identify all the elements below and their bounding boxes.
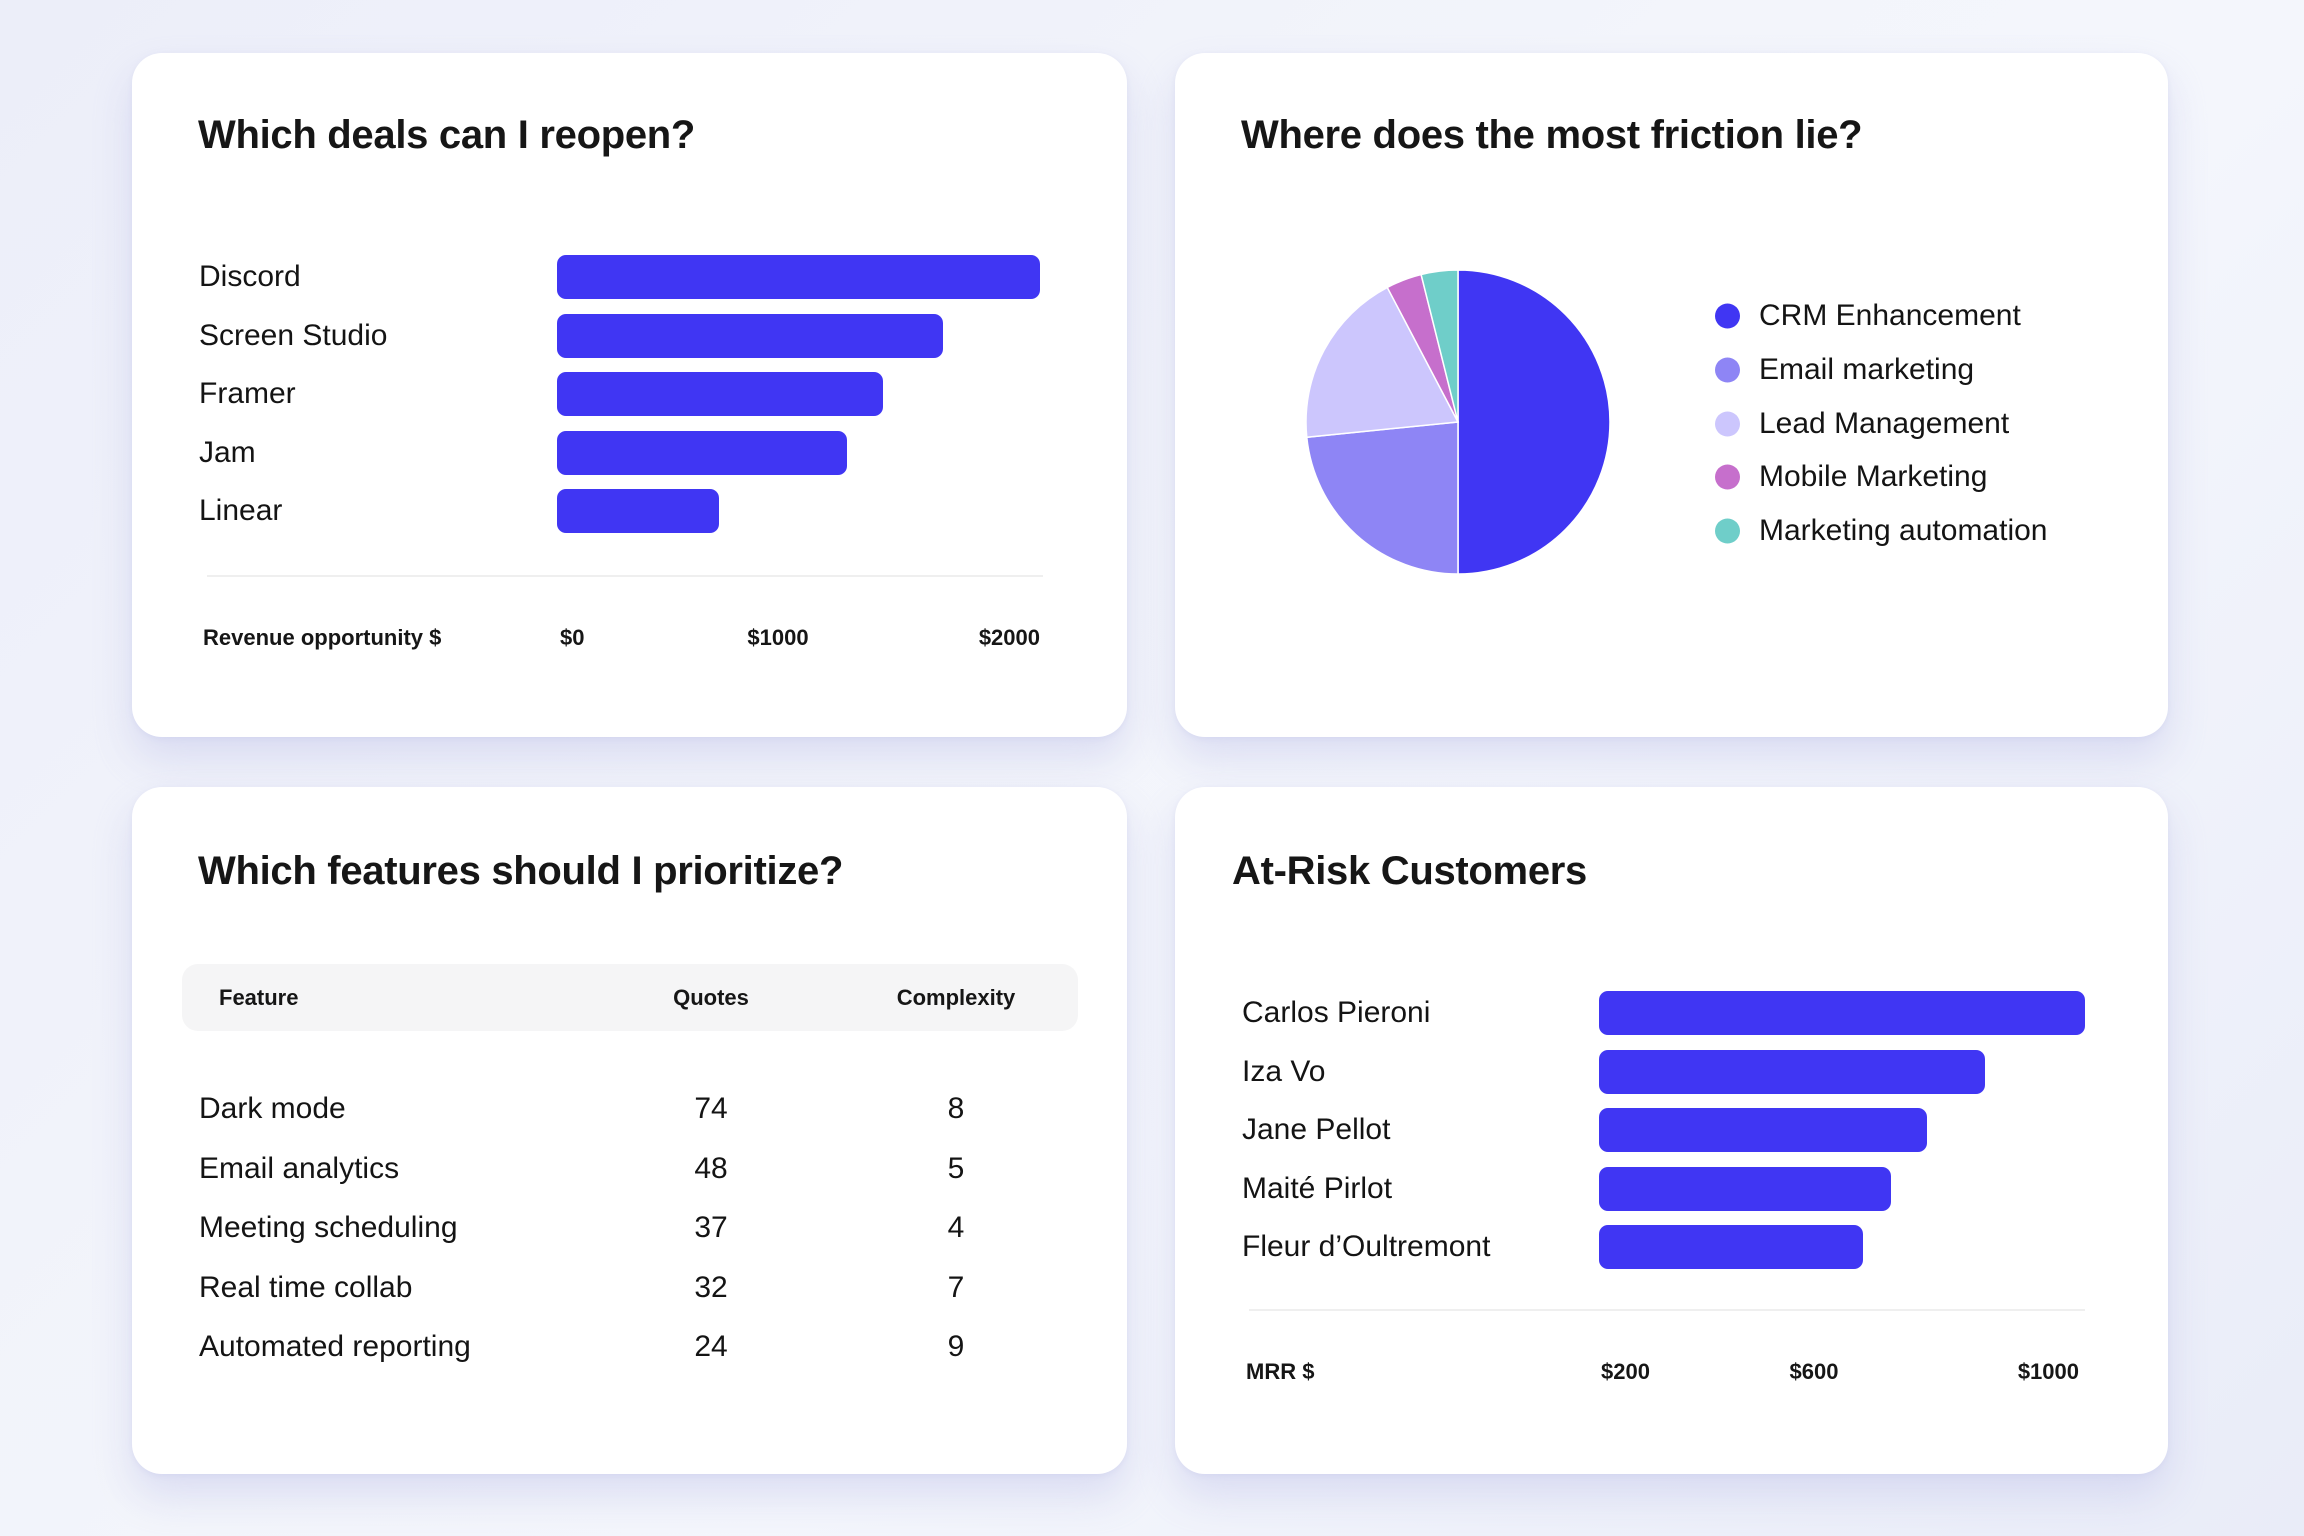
quotes-cell: 37 [694,1211,728,1244]
feature-name-cell: Automated reporting [199,1330,471,1363]
friction-card: Where does the most friction lie? CRM En… [1175,53,2168,737]
deals-axis-title: Revenue opportunity $ [203,625,442,650]
deals-card-title: Which deals can I reopen? [198,113,696,157]
feature-name-cell: Real time collab [199,1270,413,1304]
bar[interactable] [1599,1166,1891,1211]
risk-axis-tick: $600 [1789,1359,1839,1384]
legend-label: Email marketing [1759,353,1975,386]
risk-axis-tick: $1000 [2017,1359,2079,1384]
friction-card-title: Where does the most friction lie? [1241,113,1863,157]
legend-label: Lead Management [1759,407,2010,440]
bar-row: Framer [132,372,1127,417]
features-card: Which features should I prioritize? Feat… [132,787,1127,1474]
features-table-header: Feature Quotes Complexity [182,964,1078,1031]
table-row[interactable]: Automated reporting 24 9 [132,1325,1127,1369]
pie-slice[interactable] [1305,286,1460,439]
legend-dot-icon [1715,518,1740,544]
table-row[interactable]: Email analytics 48 5 [132,1147,1127,1191]
pie-slice[interactable] [1420,269,1459,423]
risk-axis-divider [1249,1309,2085,1311]
complexity-cell: 7 [947,1270,965,1304]
complexity-cell: 9 [947,1330,965,1363]
bar-label: Fleur d’Oultremont [1242,1230,1491,1263]
feature-name-cell: Email analytics [199,1151,400,1185]
bar-row: Screen Studio [132,313,1127,358]
complexity-cell: 8 [947,1092,965,1125]
bar[interactable] [557,372,884,417]
bar[interactable] [557,255,1040,299]
column-header-feature[interactable]: Feature [219,984,299,1010]
bar[interactable] [1599,1049,1985,1094]
legend-dot-icon [1715,357,1740,383]
risk-axis-tick: $200 [1601,1359,1650,1384]
bar[interactable] [1599,1225,1864,1269]
bar-row: Linear [132,489,1127,534]
risk-card: At-Risk Customers Carlos Pieroni Iza Vo Ja… [1175,787,2168,1474]
bar-label: Linear [199,494,283,528]
bar-label: Carlos Pieroni [1242,996,1431,1029]
features-card-title: Which features should I prioritize? [198,849,844,893]
bar-row: Jam [132,430,1127,475]
pie-slice[interactable] [1305,421,1459,575]
column-header-complexity[interactable]: Complexity [896,984,1016,1010]
legend-label: CRM Enhancement [1759,299,2021,332]
bar[interactable] [1599,1108,1928,1152]
quotes-cell: 48 [694,1151,728,1185]
legend-label: Marketing automation [1759,514,2048,547]
bar[interactable] [1599,991,2085,1035]
complexity-cell: 5 [947,1151,965,1185]
bar[interactable] [557,430,847,475]
deals-axis-tick: $2000 [978,625,1040,650]
risk-axis-title: MRR $ [1246,1359,1315,1384]
legend-dot-icon [1715,464,1740,490]
table-row[interactable]: Real time collab 32 7 [132,1266,1127,1310]
legend-dot-icon [1715,411,1740,437]
bar[interactable] [557,489,719,534]
feature-name-cell: Dark mode [199,1092,346,1125]
bar-row: Iza Vo [1175,1049,2168,1094]
bar[interactable] [557,313,944,358]
pie-slice[interactable] [1457,269,1611,575]
bar-row: Jane Pellot [1175,1108,2168,1152]
bar-label: Maité Pirlot [1242,1171,1393,1205]
bar-label: Screen Studio [199,318,388,352]
risk-card-title: At-Risk Customers [1232,849,1587,893]
column-header-quotes[interactable]: Quotes [673,984,749,1010]
table-row[interactable]: Dark mode 74 8 [132,1087,1127,1131]
quotes-cell: 24 [694,1330,728,1363]
deals-axis-tick: $1000 [747,625,809,650]
bar-label: Framer [199,377,296,411]
quotes-cell: 74 [694,1092,728,1125]
deals-axis-divider [207,575,1043,577]
legend-label: Mobile Marketing [1759,460,1988,493]
bar-row: Discord [132,255,1127,299]
bar-row: Fleur d’Oultremont [1175,1225,2168,1269]
bar-label: Jane Pellot [1242,1113,1391,1146]
table-row[interactable]: Meeting scheduling 37 4 [132,1206,1127,1250]
bar-label: Iza Vo [1242,1054,1326,1088]
bar-label: Jam [199,435,256,469]
bar-label: Discord [199,260,301,293]
friction-pie-chart [1305,269,1611,575]
legend-dot-icon [1715,303,1740,329]
feature-name-cell: Meeting scheduling [199,1211,458,1244]
bar-row: Maité Pirlot [1175,1166,2168,1211]
complexity-cell: 4 [947,1211,965,1244]
quotes-cell: 32 [694,1270,728,1304]
deals-card: Which deals can I reopen? Discord Screen … [132,53,1127,737]
deals-axis-tick: $0 [560,625,585,650]
bar-row: Carlos Pieroni [1175,991,2168,1035]
